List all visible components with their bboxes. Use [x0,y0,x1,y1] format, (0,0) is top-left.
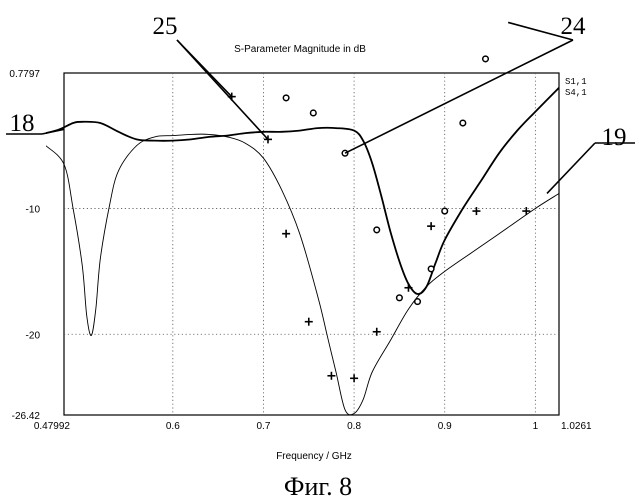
circle-marker [415,299,421,305]
plus-marker [305,318,313,326]
reference-label-19: 19 [547,124,635,193]
reference-number: 18 [10,110,35,137]
chart-title: S-Parameter Magnitude in dB [234,44,366,55]
series-line-s11 [46,88,559,294]
y-tick-label: 0.7797 [9,69,40,80]
leader-line [42,129,64,134]
plus-marker [522,207,530,215]
x-tick-label: 1.0261 [561,421,592,432]
reference-number: 19 [602,124,627,151]
circle-marker [397,295,403,301]
x-tick-label: 1 [533,421,539,432]
reference-annotations: 25 24 18 19 [6,13,635,193]
legend: S1,1S4,1 [565,77,587,98]
legend-entry-s11: S1,1 [565,77,587,87]
plus-marker [404,284,412,292]
reference-number: 24 [561,13,587,40]
x-tick-label: 0.8 [347,421,361,432]
circle-marker [483,56,489,62]
legend-entry-s41: S4,1 [565,88,587,98]
circle-marker [311,110,317,116]
x-tick-label: 0.7 [257,421,271,432]
y-tick-label: -10 [26,205,41,216]
circle-marker [428,266,434,272]
circle-marker [460,120,466,126]
measured-markers [228,20,531,383]
plus-marker [350,374,358,382]
plus-marker [327,372,335,380]
leader-line [345,40,573,153]
circle-marker [374,227,380,233]
x-tick-label: 0.9 [438,421,452,432]
reference-label-18: 18 [6,110,64,137]
circle-marker [442,208,448,214]
reference-label-24: 24 [345,13,586,153]
x-tick-label: 0.47992 [34,421,71,432]
y-tick-label: -20 [26,330,41,341]
x-tick-labels: 0.47992 0.6 0.7 0.8 0.9 1 1.0261 [34,421,592,432]
figure-caption: Фиг. 8 [284,472,352,500]
reference-number: 25 [153,13,178,40]
plus-marker [427,222,435,230]
series-lines [46,88,559,415]
series-line-s41 [46,134,559,415]
reference-label-25: 25 [153,13,268,139]
plus-marker [282,230,290,238]
circle-marker [283,95,289,101]
x-axis-label: Frequency / GHz [276,451,352,462]
leader-line [547,143,595,193]
x-tick-label: 0.6 [166,421,180,432]
y-tick-label: -26.42 [12,411,41,422]
